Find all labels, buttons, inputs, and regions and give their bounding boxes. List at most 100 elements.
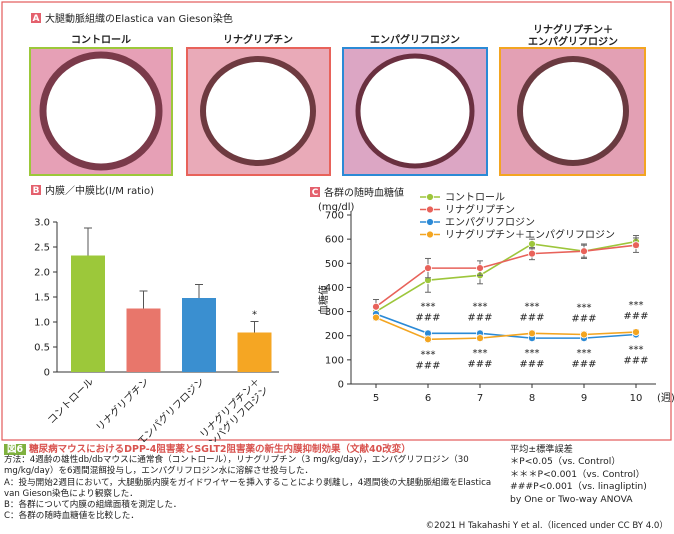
y-tick-label: 500 [325, 259, 344, 270]
chart-title: 内膜／中膜比(I/M ratio) [45, 184, 154, 197]
stats-note: ＊＊＊P<0.001（vs. Control） [510, 468, 645, 480]
significance: ### [519, 359, 544, 370]
x-tick-label: リナグリプチン [93, 375, 152, 434]
significance: ### [623, 356, 648, 367]
significance: ### [623, 311, 648, 322]
method-line: A：投与開始2週目において，大腿動脈内膜をガイドワイヤーを挿入することにより剥離… [4, 477, 492, 499]
stats-note: ###P<0.001（vs. linagliptin) [510, 481, 647, 493]
series-line [375, 244, 637, 308]
y-tick-label: 0.5 [34, 343, 50, 354]
stats-notes: 平均±標準誤差 ＊P<0.05（vs. Control） ＊＊＊P<0.001（vs… [510, 444, 670, 506]
significance: ### [467, 312, 492, 323]
significance: ### [415, 360, 440, 371]
figure: A 大腿動脈組織のElastica van Gieson染色 コントロール リナグ… [1, 1, 674, 442]
point [528, 240, 536, 248]
y-tick-label: 700 [325, 211, 344, 222]
y-axis-label: 血糖値 [317, 285, 330, 315]
vessel [200, 56, 316, 166]
point [632, 241, 640, 250]
x-axis-label: (週) [657, 392, 674, 404]
significance: *** [577, 303, 592, 314]
y-tick-label: 1.0 [34, 318, 50, 329]
point [476, 264, 484, 273]
legend-marker [426, 230, 434, 239]
point [580, 330, 588, 339]
legend-marker [426, 193, 434, 201]
method-line: C：各群の随時血糖値を比較した． [4, 511, 139, 522]
image-label: エンパグリフロジン [370, 33, 460, 46]
series-line [375, 240, 637, 313]
significance: *** [421, 301, 436, 312]
significance: *** [629, 345, 644, 356]
credit: ©2021 H Takahashi Y et al.（licenced unde… [425, 521, 668, 531]
x-tick-label: コントロール [46, 376, 96, 426]
legend-entry: リナグリプチン＋エンパグリフロジン [445, 228, 615, 241]
point [528, 329, 536, 338]
point [424, 335, 432, 344]
panel-title: 大腿動脈組織のElastica van Gieson染色 [45, 12, 233, 25]
series-line [375, 316, 637, 341]
y-tick-label: 1.5 [34, 293, 50, 304]
vessel [355, 53, 475, 169]
image-label: コントロール [71, 34, 131, 46]
significance: *** [473, 348, 488, 359]
image-label: リナグリプチン [223, 33, 293, 46]
point [372, 313, 380, 322]
method-text: 方法：4週齢の雄性db/dbマウスに通常食（コントロール），リナグリプチン（3 … [4, 455, 670, 522]
panel-label: B [33, 186, 40, 196]
y-tick-label: 300 [325, 307, 344, 318]
x-tick-label: 9 [581, 393, 587, 404]
significance: ### [519, 312, 544, 323]
point [372, 302, 380, 311]
y-tick-label: 0 [338, 380, 344, 391]
stats-note: ＊P<0.05（vs. Control） [510, 456, 621, 468]
x-tick-label: 5 [373, 393, 379, 404]
figure-number: 図6 [4, 444, 27, 455]
figure-frame [1, 1, 672, 441]
chart-title: 各群の随時血糖値 [324, 186, 404, 199]
image-label: リナグリプチン＋ [533, 23, 613, 36]
significance: *** [473, 301, 488, 312]
significance: *** [577, 348, 592, 359]
legend-marker [426, 218, 434, 226]
bar [182, 298, 216, 372]
y-tick-label: 600 [325, 235, 344, 246]
significance: *** [525, 301, 540, 312]
x-tick-label: 10 [630, 393, 643, 404]
point [424, 264, 432, 273]
caption-text: 糖尿病マウスにおけるDPP-4阻害薬とSGLT2阻害薬の新生内膜抑制効果（文献4… [29, 444, 411, 455]
vessel [39, 51, 163, 171]
significance: *** [421, 349, 436, 360]
point [476, 334, 484, 343]
significance: ### [467, 359, 492, 370]
significance: * [252, 310, 257, 321]
significance: ### [571, 314, 596, 325]
stats-note: 平均±標準誤差 [510, 444, 573, 455]
legend-entry: コントロール [445, 193, 505, 204]
x-tick-label: 7 [477, 393, 483, 404]
y-tick-label: 100 [325, 355, 344, 366]
image-label: エンパグリフロジン [528, 35, 618, 48]
histology-images [29, 47, 646, 176]
caption-block: 平均±標準誤差 ＊P<0.05（vs. Control） ＊＊＊P<0.001（vs… [4, 444, 670, 522]
badge [31, 185, 41, 195]
y-tick-label: 2.5 [34, 243, 50, 254]
significance: *** [525, 348, 540, 359]
y-tick-label: 400 [325, 283, 344, 294]
y-tick-label: 0 [44, 368, 50, 379]
caption-title: 図6 糖尿病マウスにおけるDPP-4阻害薬とSGLT2阻害薬の新生内膜抑制効果（文… [4, 444, 670, 455]
y-tick-label: 3.0 [34, 218, 50, 229]
significance: ### [415, 312, 440, 323]
panel-label: C [312, 188, 319, 198]
significance: ### [571, 359, 596, 370]
badge [31, 13, 41, 23]
panel-label: A [33, 14, 40, 24]
point [528, 249, 536, 258]
bar [237, 332, 272, 372]
significance: *** [629, 300, 644, 311]
y-tick-label: 200 [325, 331, 344, 342]
method-line: 方法：4週齢の雄性db/dbマウスに通常食（コントロール），リナグリプチン（3 … [4, 455, 469, 477]
method-line: B：各群について内膜の組織面積を測定した． [4, 500, 182, 511]
y-tick-label: 2.0 [34, 268, 50, 279]
